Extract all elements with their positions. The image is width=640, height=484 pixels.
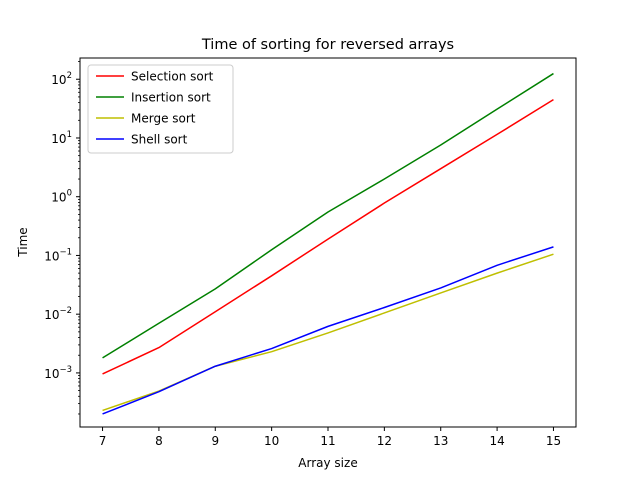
y-tick-base: 10 xyxy=(51,191,66,205)
y-axis-label: Time xyxy=(16,227,30,257)
y-tick-exponent: 0 xyxy=(67,189,72,199)
y-tick-exponent: 2 xyxy=(67,71,72,81)
y-tick-label: 102 xyxy=(51,71,72,87)
plot-area xyxy=(102,72,554,415)
x-tick-label: 7 xyxy=(99,434,107,448)
legend-label: Shell sort xyxy=(131,133,188,147)
y-tick-exponent: −2 xyxy=(59,306,72,316)
y-tick-label: 10−2 xyxy=(44,306,72,322)
y-tick-label: 101 xyxy=(51,130,72,146)
legend-label: Merge sort xyxy=(131,112,196,126)
y-tick-base: 10 xyxy=(44,308,59,322)
x-tick-label: 13 xyxy=(433,434,448,448)
legend-label: Insertion sort xyxy=(131,91,211,105)
series-line-0 xyxy=(102,98,554,375)
y-tick-label: 10−1 xyxy=(44,247,72,263)
x-tick-label: 15 xyxy=(546,434,561,448)
chart-title: Time of sorting for reversed arrays xyxy=(201,37,454,53)
y-tick-label: 100 xyxy=(51,189,72,205)
x-tick-label: 10 xyxy=(264,434,279,448)
x-tick-label: 14 xyxy=(489,434,504,448)
series-line-1 xyxy=(102,72,554,359)
x-tick-label: 9 xyxy=(211,434,219,448)
legend: Selection sort Insertion sort Merge sort Sh… xyxy=(87,64,234,154)
y-tick-base: 10 xyxy=(51,132,66,146)
x-tick-label: 8 xyxy=(155,434,163,448)
y-tick-label: 10−3 xyxy=(44,365,72,381)
y-tick-exponent: −1 xyxy=(59,247,72,257)
x-axis-label: Array size xyxy=(298,456,357,470)
x-axis: 7 8 9 10 11 12 13 14 15 xyxy=(99,427,561,448)
x-tick-label: 12 xyxy=(377,434,392,448)
legend-box xyxy=(87,64,234,154)
y-tick-exponent: 1 xyxy=(67,130,72,140)
y-tick-base: 10 xyxy=(44,367,59,381)
series-line-3 xyxy=(102,246,554,415)
y-tick-base: 10 xyxy=(44,249,59,263)
x-tick-label: 11 xyxy=(320,434,335,448)
legend-label: Selection sort xyxy=(131,70,214,84)
y-tick-base: 10 xyxy=(51,73,66,87)
y-tick-exponent: −3 xyxy=(59,365,72,375)
